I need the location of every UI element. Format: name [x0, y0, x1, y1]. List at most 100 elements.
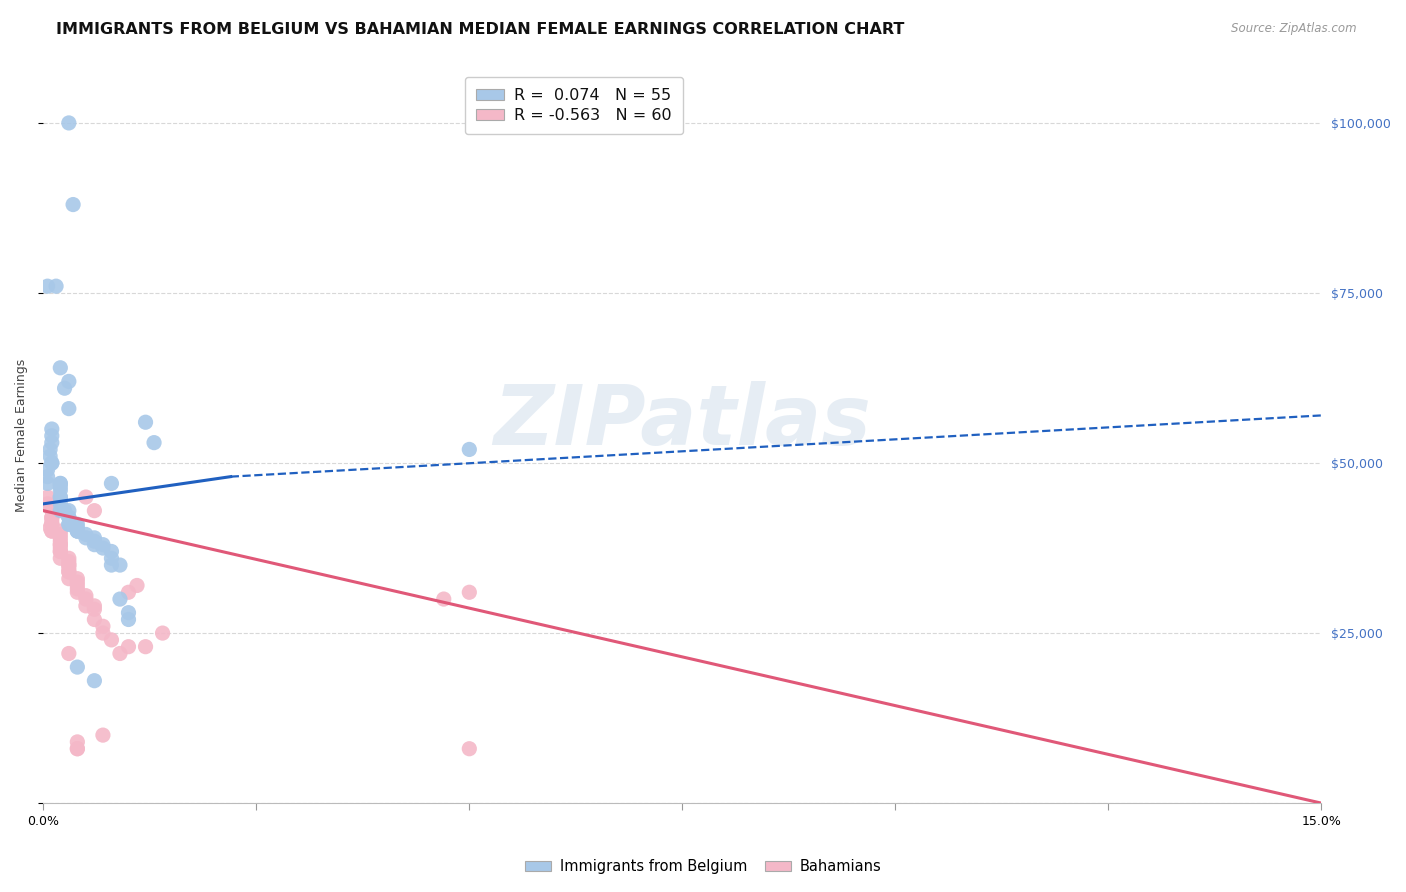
Point	[41, 510, 63, 524]
Point	[41, 517, 63, 532]
Point	[75, 592, 97, 607]
Point	[58, 375, 80, 389]
Point	[100, 632, 122, 647]
Point	[53, 503, 76, 517]
Point	[58, 558, 80, 572]
Point	[83, 531, 105, 545]
Point	[41, 429, 63, 443]
Point	[66, 741, 89, 756]
Point	[58, 517, 80, 532]
Point	[108, 558, 131, 572]
Point	[108, 592, 131, 607]
Point	[49, 490, 72, 504]
Point	[62, 197, 84, 211]
Point	[49, 527, 72, 541]
Legend: Immigrants from Belgium, Bahamians: Immigrants from Belgium, Bahamians	[519, 854, 887, 880]
Point	[83, 612, 105, 626]
Point	[143, 435, 166, 450]
Point	[37, 476, 59, 491]
Point	[49, 538, 72, 552]
Point	[41, 435, 63, 450]
Point	[433, 592, 456, 607]
Point	[66, 524, 89, 538]
Point	[91, 538, 114, 552]
Point	[66, 521, 89, 535]
Point	[37, 463, 59, 477]
Point	[91, 626, 114, 640]
Point	[100, 558, 122, 572]
Point	[49, 480, 72, 494]
Point	[58, 116, 80, 130]
Text: ZIPatlas: ZIPatlas	[494, 381, 872, 462]
Point	[49, 524, 72, 538]
Point	[49, 483, 72, 498]
Point	[458, 741, 481, 756]
Point	[58, 517, 80, 532]
Point	[37, 279, 59, 293]
Point	[49, 551, 72, 566]
Point	[58, 510, 80, 524]
Point	[66, 578, 89, 592]
Point	[49, 538, 72, 552]
Point	[91, 619, 114, 633]
Point	[58, 647, 80, 661]
Point	[83, 602, 105, 616]
Point	[91, 728, 114, 742]
Point	[83, 534, 105, 549]
Point	[91, 541, 114, 555]
Point	[49, 360, 72, 375]
Point	[49, 541, 72, 555]
Point	[100, 544, 122, 558]
Point	[66, 585, 89, 599]
Point	[49, 476, 72, 491]
Text: Source: ZipAtlas.com: Source: ZipAtlas.com	[1232, 22, 1357, 36]
Point	[108, 647, 131, 661]
Point	[39, 521, 62, 535]
Point	[75, 589, 97, 603]
Point	[117, 612, 139, 626]
Point	[41, 524, 63, 538]
Point	[37, 490, 59, 504]
Point	[75, 490, 97, 504]
Point	[75, 531, 97, 545]
Point	[41, 514, 63, 528]
Point	[49, 544, 72, 558]
Point	[49, 497, 72, 511]
Point	[58, 551, 80, 566]
Point	[83, 503, 105, 517]
Point	[49, 476, 72, 491]
Point	[152, 626, 174, 640]
Point	[37, 469, 59, 483]
Point	[83, 673, 105, 688]
Point	[45, 279, 67, 293]
Point	[66, 575, 89, 590]
Point	[117, 640, 139, 654]
Point	[100, 551, 122, 566]
Point	[58, 565, 80, 579]
Point	[135, 415, 157, 429]
Point	[66, 582, 89, 596]
Point	[58, 510, 80, 524]
Point	[66, 524, 89, 538]
Point	[117, 606, 139, 620]
Point	[83, 538, 105, 552]
Point	[66, 735, 89, 749]
Point	[39, 449, 62, 463]
Point	[41, 524, 63, 538]
Point	[58, 503, 80, 517]
Point	[458, 442, 481, 457]
Point	[83, 599, 105, 613]
Point	[49, 490, 72, 504]
Point	[41, 517, 63, 532]
Point	[41, 503, 63, 517]
Point	[37, 497, 59, 511]
Point	[66, 572, 89, 586]
Point	[58, 561, 80, 575]
Point	[49, 544, 72, 558]
Point	[49, 531, 72, 545]
Point	[458, 585, 481, 599]
Point	[75, 599, 97, 613]
Point	[66, 517, 89, 532]
Point	[58, 558, 80, 572]
Y-axis label: Median Female Earnings: Median Female Earnings	[15, 359, 28, 512]
